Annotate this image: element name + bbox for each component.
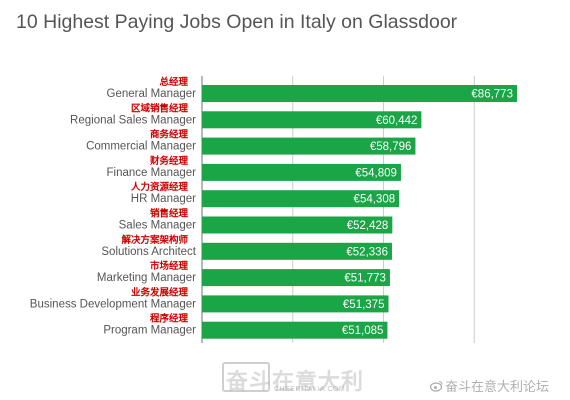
category-label-cn-3: 商务经理 [150,129,189,141]
category-label-cn-2: 区域销售经理 [131,102,189,114]
data-label-3: €58,796 [370,141,412,153]
category-label-cn-8: 市场经理 [150,260,189,272]
category-label-1: General Manager [107,88,197,100]
bar-10 [202,321,388,339]
watermark-weibo-text: 奋斗在意大利论坛 [445,380,550,395]
data-label-6: €52,428 [347,220,389,232]
bar-7 [202,242,392,260]
category-label-cn-9: 业务发展经理 [131,286,189,298]
category-label-cn-4: 财务经理 [149,155,189,167]
data-label-8: €51,773 [344,273,386,285]
bar-1 [202,85,517,102]
chart-title: 10 Highest Paying Jobs Open in Italy on … [16,11,458,33]
bar-2 [202,111,422,129]
data-label-1: €86,773 [471,89,513,101]
category-label-5: HR Manager [131,193,196,205]
bar-6 [202,216,393,234]
data-label-2: €60,442 [376,115,418,127]
category-label-10: Program Manager [103,325,196,337]
watermark-weibo: 奋斗在意大利论坛 [430,376,549,396]
category-label-6: Sales Manager [119,220,197,232]
bar-4 [202,163,401,181]
data-label-5: €54,308 [354,194,396,206]
category-label-8: Marketing Manager [97,272,196,284]
watermark-logo: 奋斗在意大利 CHEERITALIA.COM [222,362,365,396]
watermark-logo-url: CHEERITALIA.COM [274,386,346,393]
category-label-7: Solutions Architect [101,246,196,258]
watermark-logo-text: 奋斗在意大利 [226,370,365,395]
category-label-cn-5: 人力资源经理 [131,181,189,193]
category-label-2: Regional Sales Manager [70,114,196,126]
category-label-cn-7: 解决方案架构师 [121,234,188,246]
category-label-4: Finance Manager [107,167,197,179]
category-label-cn-6: 销售经理 [150,208,189,220]
data-label-4: €54,809 [355,167,397,179]
bar-8 [202,269,390,287]
category-label-cn-10: 程序经理 [150,313,189,325]
weibo-icon [430,381,443,392]
category-label-cn-1: 总经理 [159,76,188,88]
category-label-3: Commercial Manager [86,141,196,153]
watermark-logo-box [222,362,270,392]
bar-5 [202,190,400,208]
category-label-9: Business Development Manager [30,298,196,310]
data-label-9: €51,375 [343,299,385,311]
bar-9 [202,295,389,313]
data-label-7: €52,336 [346,246,388,258]
bar-3 [202,137,416,155]
data-label-10: €51,085 [342,325,384,337]
